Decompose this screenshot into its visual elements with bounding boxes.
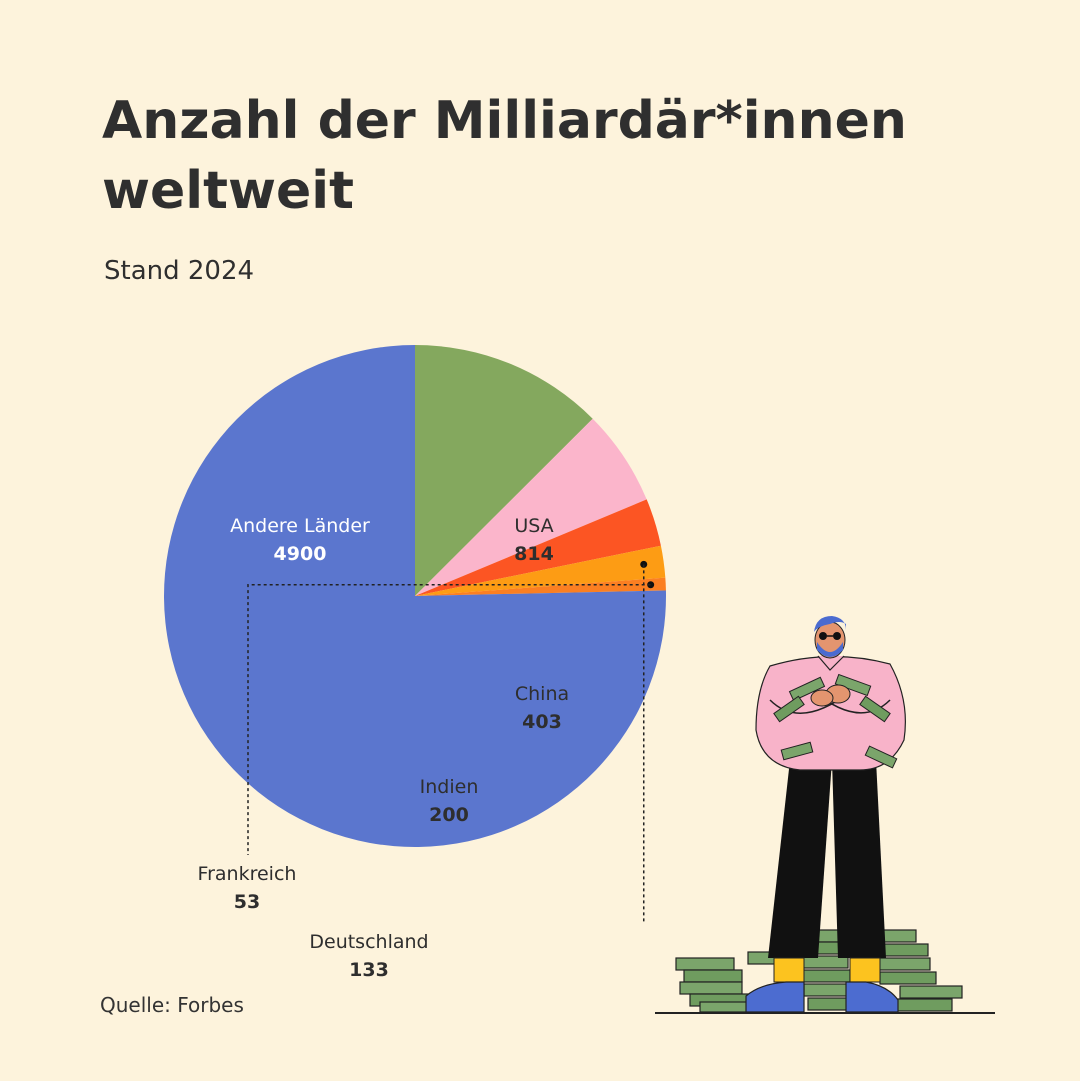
chart-title-line2: weltweit — [102, 161, 354, 221]
pie-labels: USA 814 China 403 Indien 200 Deutschland 133 Fra… — [198, 515, 655, 981]
slice-label-deutschland: Deutschland — [309, 931, 428, 953]
pie-slice-china — [415, 418, 647, 596]
slice-label-usa: USA — [514, 515, 553, 537]
slice-label-china: China — [515, 683, 569, 705]
pie-slice-deutschland — [415, 545, 666, 596]
chart-title: Anzahl der Milliardär*innen weltweit — [102, 86, 1002, 226]
slice-value-andere-laender: 4900 — [274, 543, 327, 565]
slice-label-andere-laender: Andere Länder — [230, 515, 370, 537]
pie-slice-usa — [415, 345, 593, 596]
pie-slices — [164, 345, 666, 848]
slice-value-usa: 814 — [514, 543, 554, 565]
slice-value-deutschland: 133 — [349, 959, 389, 981]
pie-slice-andere-laender — [164, 345, 666, 848]
pie-slice-frankreich — [415, 577, 666, 596]
slice-label-indien: Indien — [420, 776, 479, 798]
slice-value-china: 403 — [522, 711, 562, 733]
chart-subtitle: Stand 2024 — [104, 256, 255, 286]
slice-value-frankreich: 53 — [234, 891, 260, 913]
source-note: Quelle: Forbes — [100, 993, 244, 1017]
chart-title-line1: Anzahl der Milliardär*innen — [102, 91, 907, 151]
pie-slice-indien — [415, 499, 661, 596]
slice-label-frankreich: Frankreich — [198, 863, 297, 885]
callout-line — [247, 584, 651, 855]
billionaire-illustration — [655, 616, 995, 1014]
slice-value-indien: 200 — [429, 804, 469, 826]
